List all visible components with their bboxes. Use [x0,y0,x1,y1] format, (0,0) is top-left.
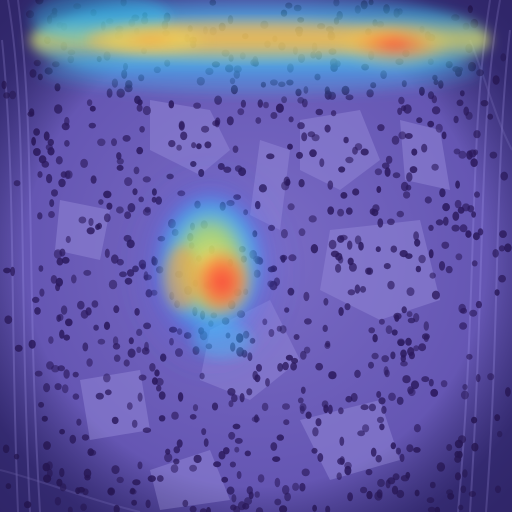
heat-center-focus [125,160,295,380]
heat-top-band [30,0,490,94]
